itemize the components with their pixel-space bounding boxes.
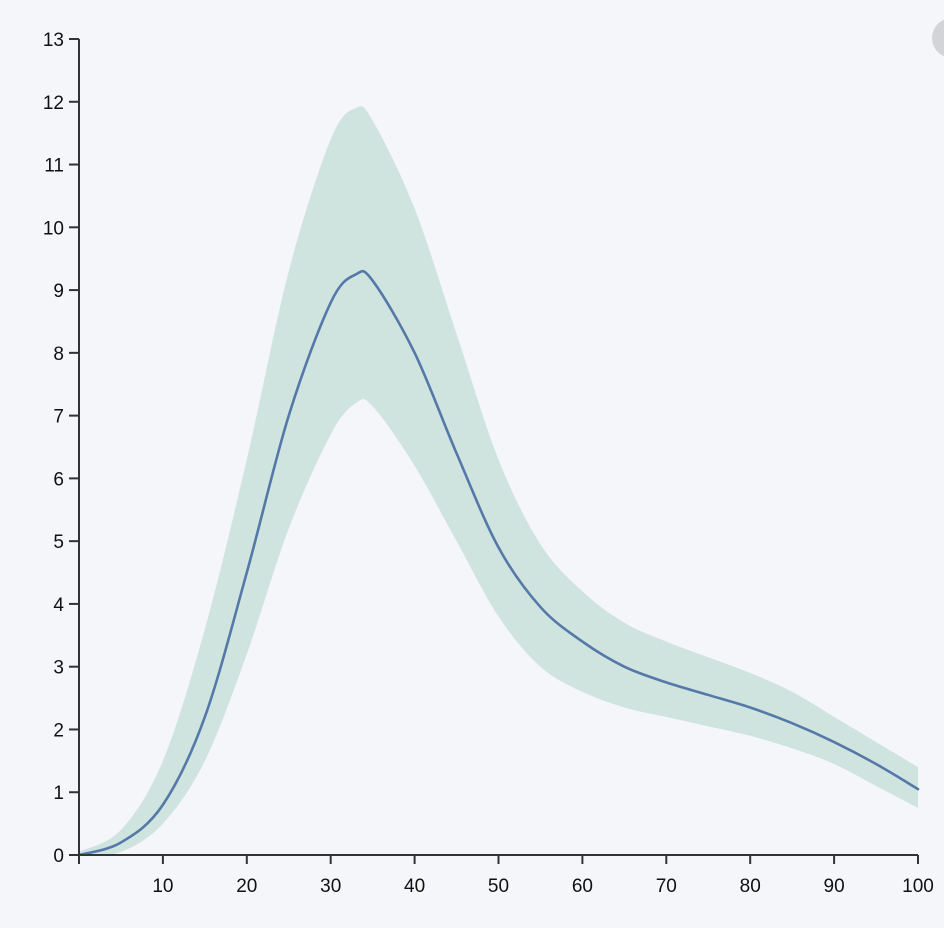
confidence-band xyxy=(79,106,918,856)
x-tick-label: 80 xyxy=(740,876,761,897)
y-tick-label: 3 xyxy=(53,658,64,679)
mean-line-layer xyxy=(77,269,920,857)
mean-line xyxy=(77,269,920,857)
y-tick-label: 4 xyxy=(53,595,64,616)
x-tick-label: 60 xyxy=(572,876,593,897)
x-tick-label: 100 xyxy=(902,876,934,897)
y-tick-label: 6 xyxy=(53,469,64,490)
x-tick-label: 10 xyxy=(152,876,173,897)
x-tick-label: 20 xyxy=(236,876,257,897)
y-tick-label: 5 xyxy=(53,532,64,553)
x-tick-label: 90 xyxy=(824,876,845,897)
y-tick-label: 7 xyxy=(53,407,64,428)
y-tick-label: 13 xyxy=(43,30,64,51)
y-tick-label: 9 xyxy=(53,281,64,302)
confidence-band-layer xyxy=(79,106,918,856)
corner-badge xyxy=(932,18,944,58)
y-tick-label: 8 xyxy=(53,344,64,365)
y-tick-label: 11 xyxy=(44,156,64,177)
x-tick-label: 30 xyxy=(320,876,341,897)
x-tick-label: 40 xyxy=(404,876,425,897)
x-tick-label: 50 xyxy=(488,876,509,897)
y-tick-label: 2 xyxy=(53,720,64,741)
y-tick-label: 0 xyxy=(53,846,64,867)
x-tick-label: 70 xyxy=(656,876,677,897)
y-tick-label: 10 xyxy=(43,218,64,239)
y-tick-label: 1 xyxy=(53,783,64,804)
y-tick-label: 12 xyxy=(43,93,64,114)
